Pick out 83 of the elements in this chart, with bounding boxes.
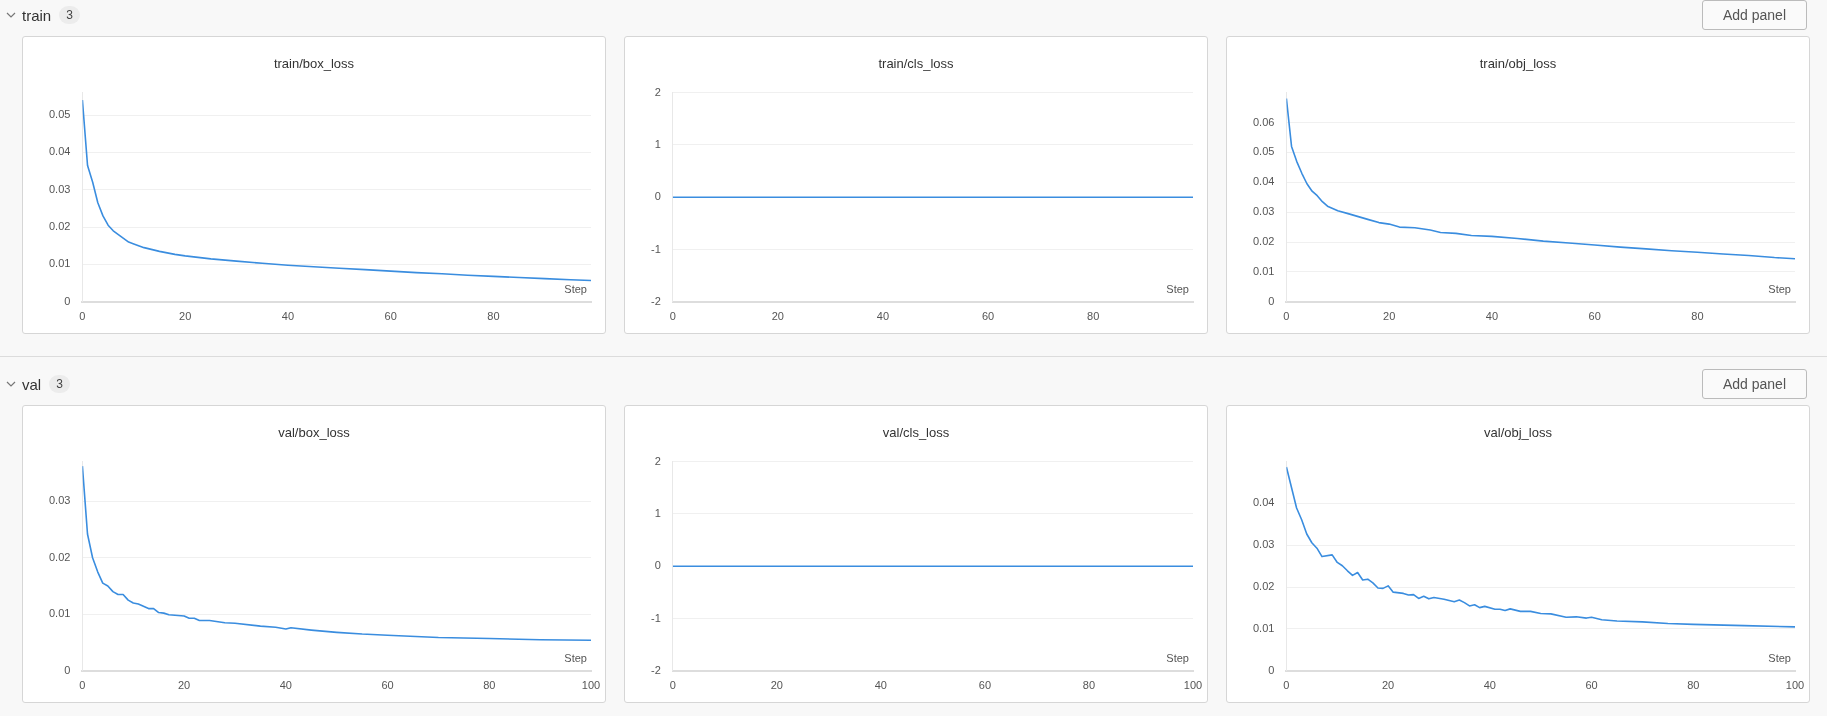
y-tick-label: 2	[654, 85, 661, 98]
x-tick-label: 80	[1687, 679, 1700, 692]
x-tick-label: 60	[1588, 310, 1601, 323]
chart-title: val/box_loss	[278, 425, 351, 441]
y-tick-label: 0.02	[48, 550, 71, 563]
y-tick-label: 2	[654, 454, 661, 467]
chart-title: val/obj_loss	[1484, 425, 1553, 441]
x-tick-label: 0	[79, 310, 86, 323]
y-tick-label: 0.01	[48, 607, 71, 620]
x-tick-label: 20	[1382, 679, 1395, 692]
x-tick-label: 80	[483, 679, 496, 692]
y-tick-label: -2	[651, 294, 661, 307]
y-tick-label: -2	[651, 663, 661, 676]
y-tick-label: 0	[654, 190, 661, 203]
y-tick-label: 0	[1268, 294, 1275, 307]
x-tick-label: 80	[1082, 679, 1096, 692]
chart-title: train/box_loss	[273, 56, 355, 72]
text: 3	[49, 375, 70, 393]
x-tick-label: 60	[978, 679, 992, 692]
x-tick-label: 60	[381, 679, 394, 692]
text: train	[22, 6, 52, 24]
x-tick-label: 40	[279, 679, 292, 692]
x-axis-title: Step	[564, 652, 587, 665]
x-tick-label: 0	[1283, 679, 1290, 692]
x-tick-label: 40	[874, 679, 887, 692]
y-tick-label: 0.05	[48, 108, 71, 121]
x-axis-title: Step	[1768, 652, 1791, 665]
y-tick-label: 0.04	[48, 145, 71, 158]
chart-title: train/cls_loss	[878, 56, 955, 72]
x-tick-label: 40	[876, 310, 890, 323]
y-tick-label: 0.03	[1252, 538, 1275, 551]
x-tick-label: 20	[178, 679, 191, 692]
x-tick-label: 60	[981, 310, 995, 323]
y-tick-label: 0.01	[1252, 621, 1275, 634]
x-tick-label: 20	[179, 310, 192, 323]
x-tick-label: 0	[79, 679, 86, 692]
x-tick-label: 0	[1283, 310, 1290, 323]
y-tick-label: 0	[654, 559, 661, 572]
text: Add panel	[1701, 369, 1807, 399]
y-tick-label: -1	[651, 242, 661, 255]
x-tick-label: 100	[1183, 679, 1203, 692]
x-tick-label: 80	[1087, 310, 1100, 323]
y-tick-label: 0	[64, 294, 71, 307]
x-tick-label: 20	[771, 310, 784, 323]
x-tick-label: 40	[1483, 679, 1496, 692]
x-tick-label: 60	[1585, 679, 1598, 692]
text: 3	[59, 6, 80, 24]
x-tick-label: 80	[487, 310, 500, 323]
y-tick-label: 0.04	[1252, 496, 1275, 509]
y-tick-label: 1	[654, 506, 661, 519]
y-tick-label: 0.06	[1252, 115, 1275, 128]
y-tick-label: 0.01	[48, 257, 71, 270]
text: val	[22, 375, 42, 393]
x-axis-title: Step	[1166, 652, 1189, 665]
x-tick-label: 40	[1485, 310, 1499, 323]
y-tick-label: -1	[651, 611, 661, 624]
y-tick-label: 0.03	[1252, 205, 1275, 218]
x-axis-title: Step	[564, 283, 587, 296]
x-tick-label: 0	[669, 310, 676, 323]
x-tick-label: 100	[1785, 679, 1805, 692]
x-tick-label: 0	[669, 679, 676, 692]
y-tick-label: 0.04	[1252, 175, 1275, 188]
x-axis-title: Step	[1768, 283, 1791, 296]
y-tick-label: 0.05	[1252, 145, 1275, 158]
x-tick-label: 60	[384, 310, 397, 323]
y-tick-label: 0	[1268, 663, 1275, 676]
y-tick-label: 0.02	[48, 220, 71, 233]
y-tick-label: 1	[654, 137, 661, 150]
text: Add panel	[1701, 0, 1807, 30]
y-tick-label: 0.03	[48, 182, 71, 195]
x-axis-title: Step	[1166, 283, 1189, 296]
x-tick-label: 20	[1383, 310, 1396, 323]
x-tick-label: 80	[1691, 310, 1704, 323]
y-tick-label: 0.03	[48, 494, 71, 507]
y-tick-label: 0.02	[1252, 580, 1275, 593]
y-tick-label: 0	[64, 663, 71, 676]
y-tick-label: 0.02	[1252, 235, 1275, 248]
x-tick-label: 20	[770, 679, 783, 692]
chart-title: train/obj_loss	[1479, 56, 1557, 72]
y-tick-label: 0.01	[1252, 264, 1275, 277]
chart-title: val/cls_loss	[882, 425, 950, 441]
x-tick-label: 40	[281, 310, 295, 323]
x-tick-label: 100	[581, 679, 601, 692]
